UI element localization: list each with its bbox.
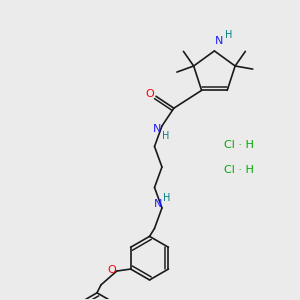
Text: N: N: [154, 199, 162, 209]
Text: O: O: [146, 89, 154, 99]
Text: Cl · H: Cl · H: [224, 165, 254, 175]
Text: O: O: [107, 265, 116, 275]
Text: H: H: [225, 30, 232, 40]
Text: N: N: [215, 36, 224, 46]
Text: Cl · H: Cl · H: [224, 140, 254, 150]
Text: H: H: [163, 193, 171, 203]
Text: H: H: [162, 131, 169, 141]
Text: N: N: [153, 124, 161, 134]
